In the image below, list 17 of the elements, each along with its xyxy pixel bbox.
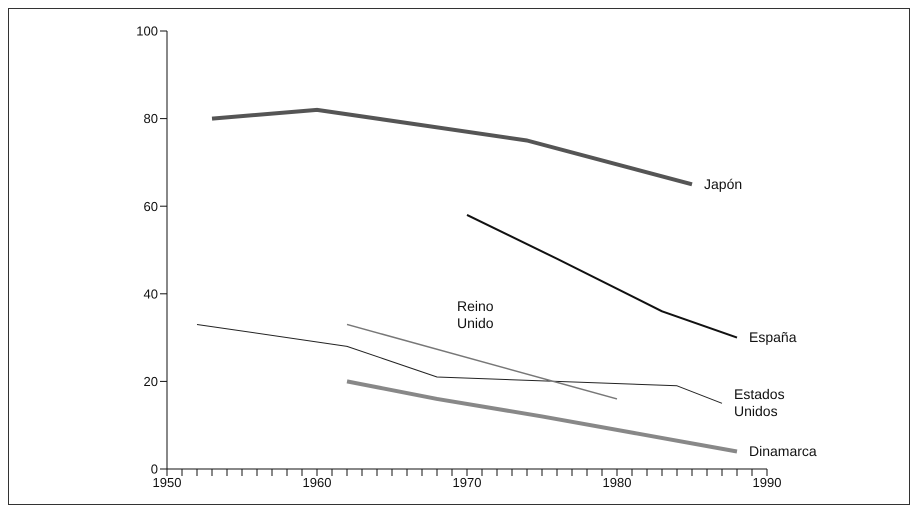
series-label: Reino Unido <box>457 298 494 332</box>
y-tick-label: 40 <box>144 286 158 302</box>
series-label: Estados Unidos <box>734 386 785 420</box>
x-tick-label: 1990 <box>752 475 782 490</box>
y-tick-label: 20 <box>144 374 158 390</box>
x-tick-label: 1950 <box>152 475 182 490</box>
x-tick-label: 1960 <box>302 475 332 490</box>
y-tick-label: 100 <box>136 24 158 39</box>
series-label: España <box>749 329 796 346</box>
y-tick-label: 60 <box>144 198 158 214</box>
line-series <box>210 108 694 186</box>
series-label: Japón <box>704 176 742 193</box>
x-tick-label: 1980 <box>602 475 632 490</box>
y-tick-label: 80 <box>144 111 158 126</box>
x-tick-label: 1970 <box>452 475 482 490</box>
series-label: Dinamarca <box>749 442 817 460</box>
y-tick-label: 0 <box>150 462 158 477</box>
